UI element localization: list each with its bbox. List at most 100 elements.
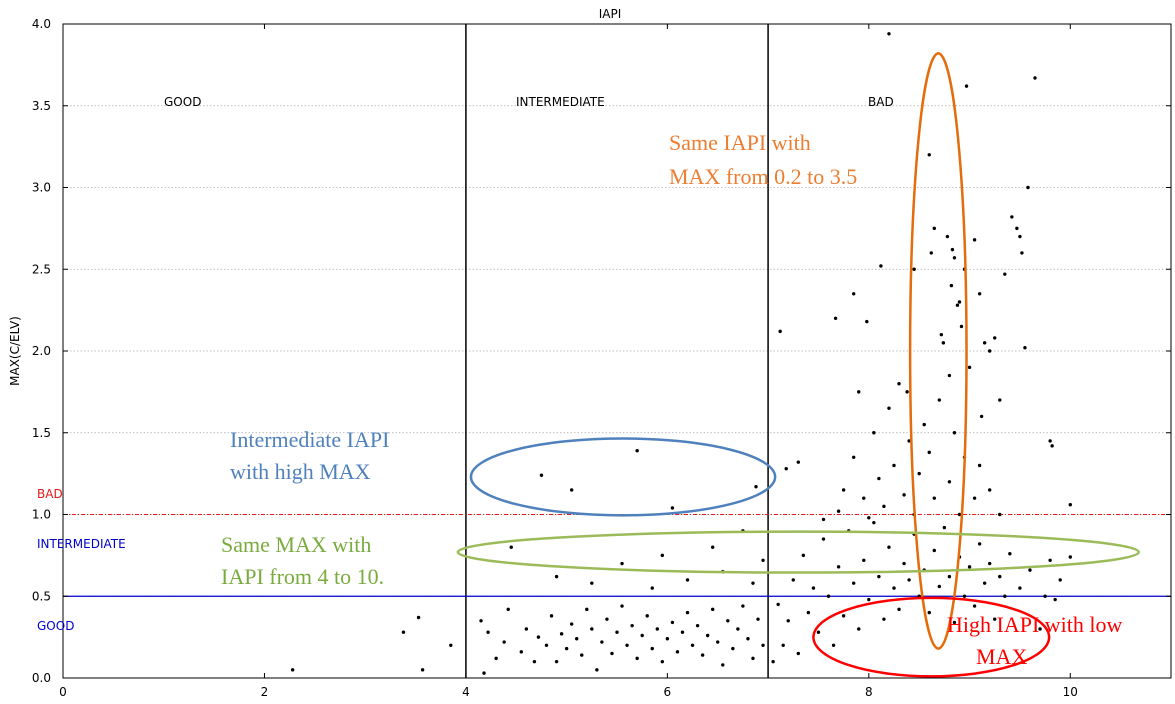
- ellipse-orange: [908, 52, 968, 650]
- data-point: [721, 663, 725, 667]
- y-tick-label: 0.0: [32, 671, 51, 685]
- data-point: [486, 630, 490, 634]
- annotation-same-iapi-line-2: MAX from 0.2 to 3.5: [669, 164, 857, 189]
- data-point: [929, 251, 933, 255]
- data-point: [949, 283, 954, 288]
- data-point: [600, 640, 604, 644]
- data-point: [554, 659, 559, 664]
- y-tick-label: 1.0: [32, 508, 51, 522]
- data-point: [922, 422, 926, 427]
- data-point: [987, 349, 992, 353]
- data-point: [852, 455, 856, 459]
- data-point: [806, 610, 811, 615]
- data-point: [1033, 76, 1037, 80]
- data-point: [945, 234, 950, 239]
- data-point: [1008, 552, 1012, 556]
- data-point: [907, 578, 911, 582]
- data-point: [751, 656, 755, 661]
- data-point: [449, 643, 453, 647]
- data-point: [887, 545, 891, 549]
- y-tick-label: 3.5: [32, 99, 51, 113]
- data-point: [877, 574, 881, 579]
- data-point: [826, 594, 831, 598]
- data-point: [746, 637, 750, 641]
- data-point: [998, 512, 1002, 517]
- data-point: [1020, 251, 1024, 255]
- data-point: [977, 292, 982, 296]
- region-label-good: GOOD: [164, 95, 201, 109]
- data-point: [655, 627, 659, 631]
- data-point: [640, 633, 644, 638]
- data-point: [882, 617, 886, 621]
- data-point: [482, 671, 486, 675]
- data-point: [897, 607, 901, 612]
- data-point: [982, 581, 987, 585]
- data-point: [670, 620, 675, 625]
- region-label-intermediate: INTERMEDIATE: [516, 95, 605, 109]
- data-point: [549, 614, 554, 618]
- data-point: [867, 597, 871, 602]
- data-point: [979, 414, 984, 419]
- data-point: [665, 637, 670, 641]
- data-point: [892, 586, 896, 590]
- data-point: [952, 620, 957, 625]
- data-point: [1003, 594, 1007, 598]
- data-point: [685, 610, 690, 615]
- data-point: [756, 617, 760, 621]
- data-point: [290, 668, 295, 672]
- level-label-bad: BAD: [37, 487, 63, 501]
- data-point: [952, 431, 957, 435]
- data-point: [1028, 568, 1032, 572]
- data-point: [401, 630, 406, 634]
- data-point: [882, 504, 886, 509]
- data-point: [509, 545, 513, 549]
- y-tick-label: 2.5: [32, 262, 51, 276]
- data-point: [650, 586, 654, 590]
- ellipse-blue: [469, 437, 777, 517]
- data-point: [1048, 558, 1052, 562]
- data-point: [675, 650, 680, 654]
- data-point: [726, 619, 730, 623]
- data-point: [1003, 272, 1007, 276]
- data-point: [867, 516, 871, 520]
- data-point: [620, 604, 624, 608]
- data-point: [998, 398, 1002, 402]
- data-point: [852, 581, 856, 585]
- data-point: [660, 553, 665, 558]
- data-point: [852, 292, 856, 296]
- data-point: [902, 493, 906, 497]
- annotation-intermediate-iapi-line-2: with high MAX: [230, 459, 371, 484]
- data-point: [879, 264, 883, 268]
- data-point: [932, 496, 936, 500]
- data-point: [569, 488, 574, 492]
- highlight-ellipses: [456, 52, 1141, 678]
- data-point: [967, 565, 972, 569]
- data-point: [939, 332, 944, 337]
- data-point: [821, 537, 826, 541]
- data-point: [635, 656, 639, 661]
- y-tick-label: 0.5: [32, 589, 51, 603]
- data-point: [977, 542, 982, 546]
- data-point: [532, 659, 537, 664]
- data-point: [907, 439, 911, 443]
- data-point: [892, 463, 896, 468]
- data-point: [887, 32, 891, 36]
- data-point: [941, 341, 946, 345]
- data-point: [685, 578, 690, 582]
- data-point: [716, 640, 720, 644]
- data-point: [660, 659, 665, 664]
- data-point: [836, 565, 841, 569]
- data-point: [539, 473, 544, 477]
- ellipse-red: [812, 596, 1051, 678]
- region-label-bad: BAD: [868, 95, 894, 109]
- data-point: [841, 614, 846, 618]
- data-point: [776, 602, 780, 607]
- data-point: [751, 581, 755, 585]
- data-point: [1053, 597, 1057, 602]
- annotation-same-max-line-2: IAPI from 4 to 10.: [221, 564, 384, 589]
- data-point: [670, 506, 675, 510]
- y-axis-title: MAX(C/ELV): [8, 316, 22, 386]
- data-point: [857, 627, 861, 631]
- ellipse-green: [456, 530, 1141, 574]
